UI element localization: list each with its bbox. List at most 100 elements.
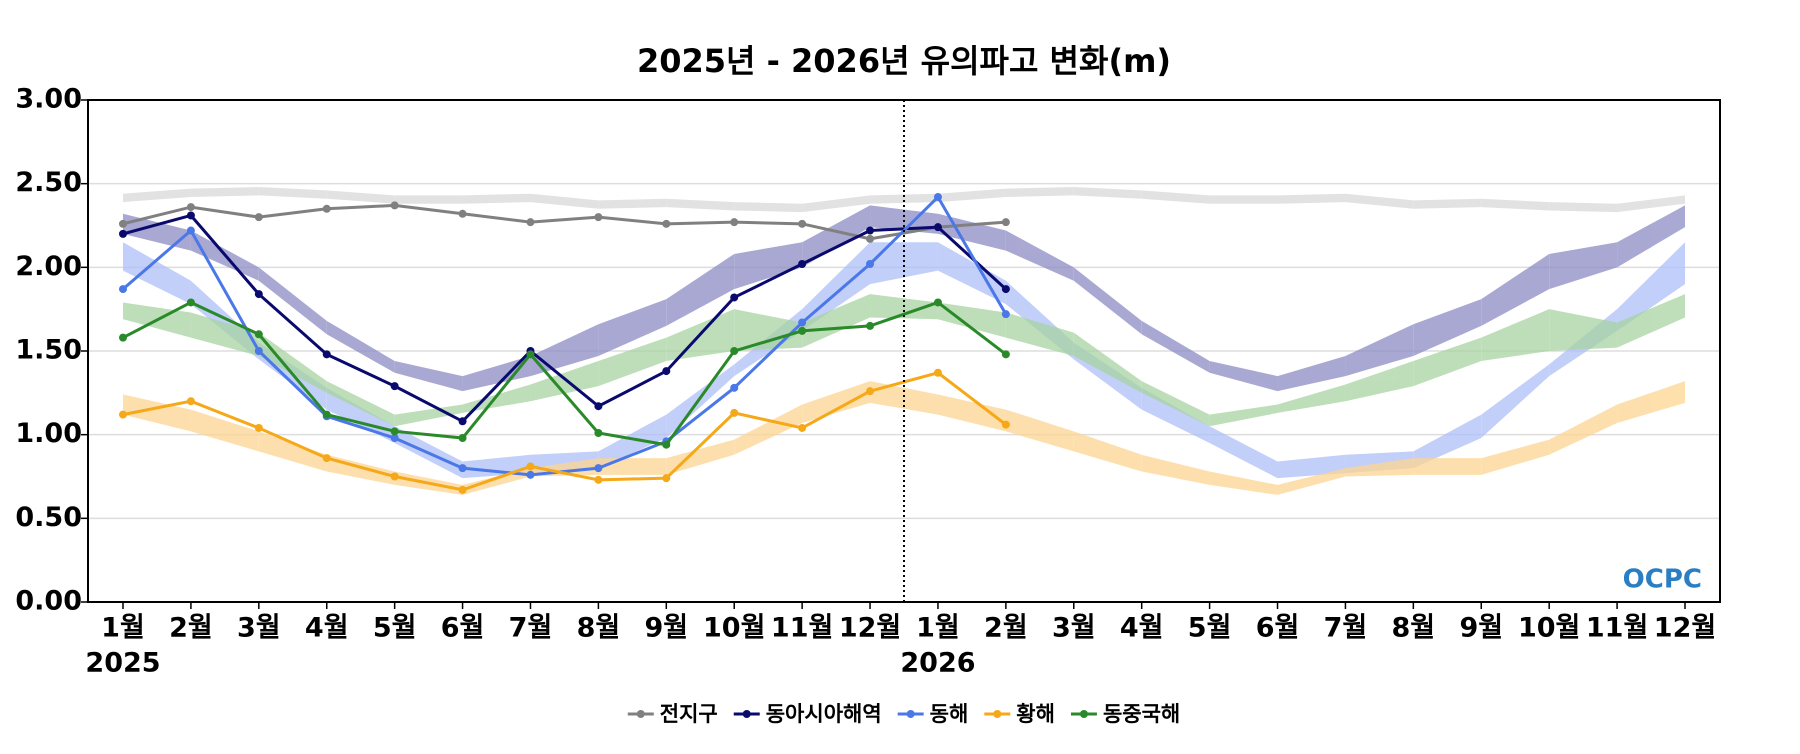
band-segment [1073, 431, 1142, 472]
data-point [526, 462, 535, 471]
y-tick-label: 3.00 [15, 84, 82, 115]
data-point [254, 290, 263, 299]
y-tick-label: 0.50 [15, 502, 82, 533]
band-segment [1617, 195, 1685, 213]
band-segment [1481, 253, 1550, 326]
band-segment [394, 195, 463, 204]
data-point [933, 368, 942, 377]
data-point [254, 423, 263, 432]
data-point [390, 201, 399, 210]
series-line [122, 371, 1007, 492]
data-point [933, 298, 942, 307]
band [123, 205, 1685, 392]
x-tick-label: 3월 [237, 613, 281, 644]
band-segment [123, 242, 191, 305]
data-point [526, 470, 535, 479]
data-point [866, 226, 875, 235]
x-tick-label: 4월 [1120, 613, 1164, 644]
band-segment [1209, 471, 1278, 495]
band-segment [1209, 361, 1278, 392]
data-point [322, 454, 331, 463]
band [123, 187, 1685, 213]
legend-item: 황해 [984, 702, 1055, 726]
band-segment [1413, 414, 1482, 469]
data-point [390, 382, 399, 391]
legend-dot [993, 710, 1002, 718]
chart-title: 2025년 - 2026년 유의파고 변화(m) [637, 42, 1171, 80]
data-point [186, 211, 195, 220]
band-segment [598, 414, 667, 469]
band-segment [258, 187, 327, 199]
band-segment [1277, 468, 1346, 495]
data-point [1001, 218, 1010, 227]
band-segment [530, 361, 599, 402]
data-point [798, 259, 807, 268]
y-tick-label: 2.00 [15, 251, 82, 282]
band-segment [1345, 458, 1414, 477]
band-segment [598, 458, 667, 475]
band-segment [326, 387, 395, 444]
band-segment [1481, 309, 1550, 362]
data-point [390, 427, 399, 436]
band-segment [802, 294, 871, 348]
band-segment [598, 337, 667, 387]
band-segment [258, 431, 327, 472]
band-segment [734, 202, 803, 213]
data-point [730, 347, 739, 355]
data-point [322, 410, 331, 419]
band-segment [1277, 193, 1346, 204]
data-point [594, 428, 603, 437]
data-point [662, 219, 671, 228]
band-segment [1617, 381, 1685, 423]
data-point [798, 326, 807, 335]
data-point [119, 410, 127, 419]
legend-item: 동해 [897, 702, 969, 726]
band-segment [1345, 361, 1414, 402]
legend-dot [742, 710, 751, 718]
data-point [119, 333, 127, 342]
band-segment [1277, 384, 1346, 413]
x-tick-label: 3월 [1052, 613, 1096, 644]
band-segment [1549, 202, 1618, 213]
y-tick-label: 1.50 [15, 335, 82, 366]
legend-dot [636, 710, 645, 718]
band-segment [1617, 205, 1685, 268]
band-segment [666, 439, 735, 475]
legend-dot [906, 710, 915, 718]
data-point [1001, 285, 1010, 294]
band-segment [598, 198, 667, 209]
band [123, 381, 1685, 495]
band-segment [1005, 312, 1074, 357]
band-segment [937, 188, 1006, 203]
x-tick-label: 5월 [1188, 613, 1232, 644]
band-segment [190, 312, 259, 357]
band-segment [666, 364, 735, 439]
band-segment [870, 193, 938, 204]
band-segment [1481, 198, 1550, 211]
series-line [122, 213, 1007, 424]
band-segment [530, 193, 599, 209]
x-tick-label: 5월 [373, 613, 417, 644]
band-segment [394, 404, 463, 427]
plot-frame [87, 99, 1721, 603]
band-segment [326, 190, 395, 204]
band-segment [1073, 332, 1142, 393]
data-point [730, 408, 739, 417]
band [123, 294, 1685, 427]
band-segment [123, 213, 191, 251]
band-segment [1141, 387, 1210, 444]
data-point [254, 347, 263, 355]
legend-item: 동아시아해역 [733, 702, 882, 726]
legend-label: 동해 [930, 702, 969, 726]
x-tick-label: 4월 [305, 613, 349, 644]
band-segment [1413, 458, 1482, 475]
band-segment [666, 253, 735, 326]
x-tick-label: 12월 [1654, 613, 1716, 644]
band-segment [1481, 439, 1550, 475]
data-point [866, 387, 875, 396]
band-segment [1345, 324, 1414, 377]
data-point [594, 475, 603, 484]
legend-label: 동중국해 [1103, 702, 1180, 726]
band-segment [123, 394, 191, 432]
band-segment [1549, 404, 1618, 455]
